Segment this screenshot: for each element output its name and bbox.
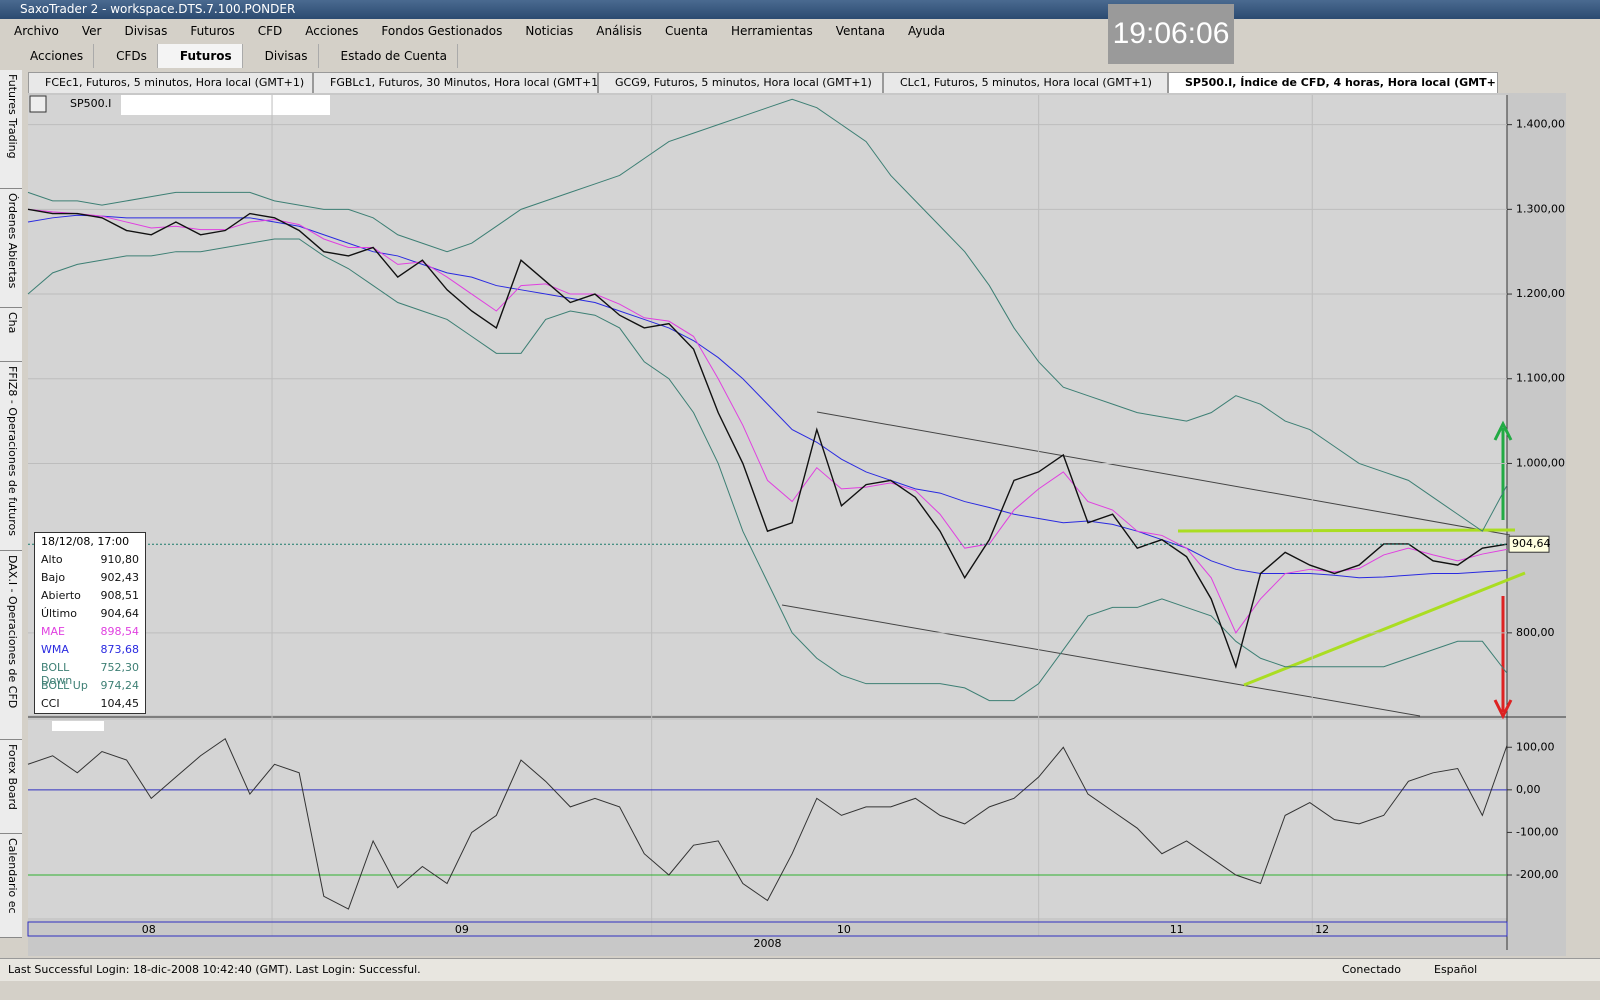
year-label: 2008 [754,937,782,950]
info-value: 974,24 [101,679,140,693]
plot-area [28,95,1507,715]
info-label: MAE [41,625,65,639]
y-tick-label: 800,00 [1516,626,1555,639]
info-value: 752,30 [101,661,140,675]
info-row: MAE 898,54 [35,623,145,641]
info-row: Alto 910,80 [35,551,145,569]
x-tick-label: 08 [142,923,156,936]
chart: SP500.I 800,00 1.000,00 1.100,00 1.200,00 1.… [0,0,1600,956]
info-label: Último [41,607,77,621]
info-value: 910,80 [101,553,140,567]
info-row: WMA 873,68 [35,641,145,659]
info-value: 898,54 [101,625,140,639]
symbol-input[interactable] [121,95,330,115]
info-row: Bajo 902,43 [35,569,145,587]
status-message: Last Successful Login: 18-dic-2008 10:42… [8,959,421,981]
y-tick-label: 1.400,00 [1516,118,1565,131]
y-tick-label: -200,00 [1516,868,1558,881]
info-value: 904,64 [101,607,140,621]
info-label: Abierto [41,589,81,603]
last-price-label: 904,64 [1512,537,1551,550]
info-label: WMA [41,643,69,657]
info-label: Alto [41,553,63,567]
info-label: CCI [41,697,60,711]
connection: Conectado [1342,959,1401,981]
info-value: 104,45 [101,697,140,711]
x-tick-label: 10 [837,923,851,936]
y-tick-label: 100,00 [1516,740,1555,753]
cci-area [28,720,1507,918]
y-tick-label: 1.200,00 [1516,287,1565,300]
info-value: 908,51 [101,589,140,603]
language: Español [1434,959,1477,981]
y-tick-label: 1.300,00 [1516,202,1565,215]
info-row: Abierto 908,51 [35,587,145,605]
info-row: Último 904,64 [35,605,145,623]
info-box: 18/12/08, 17:00 Alto 910,80 Bajo 902,43 Abier… [34,532,146,714]
x-tick-label: 09 [455,923,469,936]
x-tick-label: 11 [1170,923,1184,936]
trend-line [1178,530,1515,531]
info-value: 902,43 [101,571,140,585]
x-tick-label: 12 [1315,923,1329,936]
y-tick-label: 0,00 [1516,783,1541,796]
info-row: BOLL Up 974,24 [35,677,145,695]
status-bar: Last Successful Login: 18-dic-2008 10:42… [0,958,1600,981]
info-row: BOLL Down752,30 [35,659,145,677]
y-tick-label: -100,00 [1516,825,1558,838]
info-label: Bajo [41,571,65,585]
info-row: CCI 104,45 [35,695,145,713]
info-value: 873,68 [101,643,140,657]
menu-button[interactable] [30,96,46,112]
info-label: BOLL Down [41,661,101,675]
symbol: SP500.I [70,97,111,110]
y-tick-label: 1.100,00 [1516,372,1565,385]
y-tick-label: 1.000,00 [1516,456,1565,469]
info-label: BOLL Up [41,679,88,693]
info-date: 18/12/08, 17:00 [35,533,145,551]
cci-label-box [52,721,104,731]
